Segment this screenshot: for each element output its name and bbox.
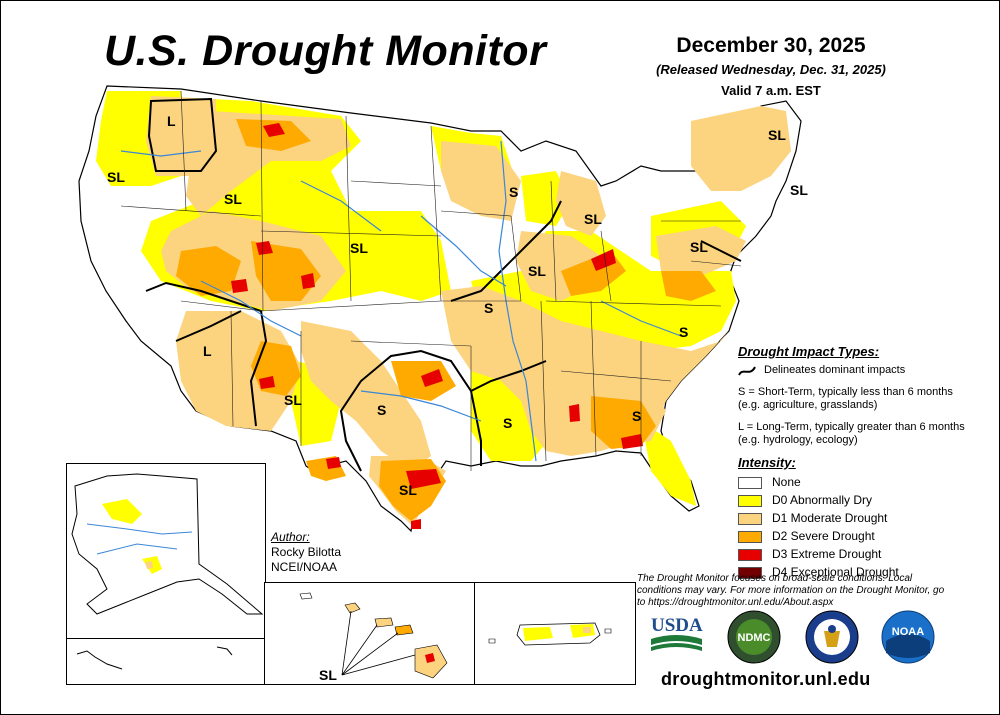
intensity-item: D1 Moderate Drought	[738, 511, 968, 526]
label-va-s: S	[679, 324, 688, 340]
noaa-logo: NOAA	[880, 609, 936, 670]
svg-text:NOAA: NOAA	[892, 626, 924, 638]
d3-areas	[231, 123, 643, 529]
impact-types-heading: Drought Impact Types:	[738, 344, 880, 359]
author-label: Author:	[271, 530, 310, 544]
label-il-sl: SL	[528, 263, 546, 279]
release-date: (Released Wednesday, Dec. 31, 2025)	[656, 62, 886, 77]
intensity-swatch	[738, 476, 762, 489]
intensity-label: D1 Moderate Drought	[772, 511, 888, 525]
rivers	[120, 140, 682, 462]
svg-text:NDMC: NDMC	[738, 632, 771, 644]
usda-logo: USDA	[649, 609, 704, 664]
label-ar-s: S	[503, 415, 512, 431]
long-term-desc: L = Long-Term, typically greater than 6 …	[738, 421, 965, 446]
intensity-list: None D0 Abnormally Dry D1 Moderate Drought…	[738, 475, 968, 580]
hawaii-inset: SL	[264, 582, 476, 685]
intensity-label: D3 Extreme Drought	[772, 547, 882, 561]
impact-line-icon	[738, 365, 756, 376]
puerto-rico-inset	[474, 582, 636, 685]
intensity-item: D4 Exceptional Drought	[738, 565, 968, 580]
label-id-sl: SL	[224, 191, 242, 207]
intensity-label: D4 Exceptional Drought	[772, 565, 899, 579]
intensity-heading: Intensity:	[738, 455, 796, 470]
intensity-swatch	[738, 530, 762, 543]
intensity-item: D2 Severe Drought	[738, 529, 968, 544]
intensity-item: D3 Extreme Drought	[738, 547, 968, 562]
ndmc-logo: NDMC	[726, 609, 782, 670]
svg-text:USDA: USDA	[651, 615, 703, 636]
intensity-swatch	[738, 512, 762, 525]
author-org: NCEI/NOAA	[271, 560, 338, 574]
impact-line-legend: Delineates dominant impacts	[738, 364, 968, 377]
label-ia-s: S	[484, 300, 493, 316]
intensity-item: None	[738, 475, 968, 490]
intensity-label: D0 Abnormally Dry	[772, 493, 873, 507]
map-date: December 30, 2025	[676, 34, 866, 57]
commerce-seal-logo	[804, 609, 860, 670]
intensity-item: D0 Abnormally Dry	[738, 493, 968, 508]
state-lines	[120, 90, 742, 471]
valid-time: Valid 7 a.m. EST	[721, 83, 821, 98]
author-name: Rocky Bilotta	[271, 545, 342, 559]
author-block: Author: Rocky Bilotta NCEI/NOAA	[271, 530, 341, 575]
disclaimer-note: The Drought Monitor focuses on broad-sca…	[637, 573, 945, 608]
intensity-swatch	[738, 494, 762, 507]
label-mi-sl: SL	[584, 211, 602, 227]
alaska-aleutians-inset	[66, 638, 266, 685]
intensity-swatch	[738, 548, 762, 561]
intensity-label: D2 Severe Drought	[772, 529, 875, 543]
short-term-desc: S = Short-Term, typically less than 6 mo…	[738, 386, 953, 411]
website-url[interactable]: droughtmonitor.unl.edu	[661, 669, 871, 689]
label-me-sl: SL	[768, 127, 786, 143]
label-mn-s: S	[509, 184, 518, 200]
intensity-label: None	[772, 475, 801, 489]
alaska-inset	[66, 463, 266, 640]
label-wa-l: L	[167, 113, 176, 129]
map-title: U.S. Drought Monitor	[104, 27, 547, 75]
label-ok-s: S	[377, 402, 386, 418]
legend: Drought Impact Types: Delineates dominan…	[738, 345, 968, 583]
logo-row: USDA NDMC NOAA	[646, 609, 946, 665]
label-tx-sl: SL	[399, 482, 417, 498]
label-pa-sl: SL	[690, 239, 708, 255]
label-az-l: L	[203, 343, 212, 359]
label-ne-sl: SL	[790, 182, 808, 198]
impact-line-desc: Delineates dominant impacts	[764, 364, 906, 376]
label-plains-sl: SL	[350, 240, 368, 256]
label-nm-sl: SL	[284, 392, 302, 408]
label-ga-s: S	[632, 408, 641, 424]
label-hi-sl: SL	[319, 667, 337, 683]
label-wa-sl: SL	[107, 169, 125, 185]
intensity-swatch	[738, 566, 762, 579]
